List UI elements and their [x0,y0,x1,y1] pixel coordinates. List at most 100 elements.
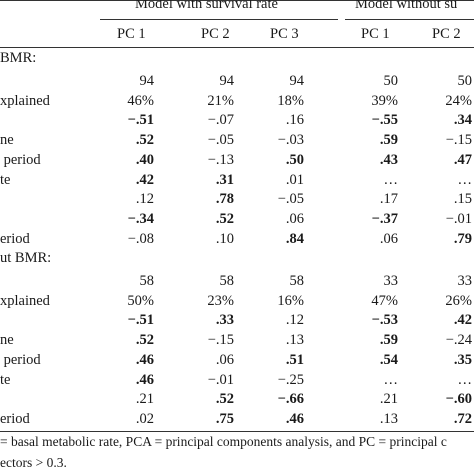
row-label: ne [0,332,14,349]
table-cell: .52 [215,391,234,408]
table-cell: 16% [277,292,304,309]
table-cell: .12 [285,312,304,329]
table-cell: 21% [207,92,234,109]
row-label: xplained [0,292,50,309]
column-header-pc1-b: PC 1 [361,26,390,42]
table-cell: .06 [379,230,398,247]
group-header-with-survival: Model with survival rate [135,0,278,12]
table-cell: −.08 [127,230,154,247]
table-cell: −.13 [207,151,234,168]
group-rule-without-survival [345,19,474,20]
table-cell: −.37 [371,210,398,227]
table-cell: 58 [219,273,235,289]
row-label: te [0,171,11,188]
table-cell: .51 [285,351,304,368]
table-cell: .84 [285,230,304,247]
table-cell: .46 [135,351,154,368]
table-cell: .35 [453,351,472,368]
table-cell: .34 [453,112,472,129]
table-cell: −.07 [207,112,234,129]
table-cell: .42 [453,312,472,329]
table-cell: −.15 [207,332,234,349]
row-label: xplained [0,92,50,109]
table-cell: 47% [371,292,398,309]
table-cell: −.01 [445,210,472,227]
table-cell: .31 [215,171,234,188]
table-cell: .06 [285,210,304,227]
table-cell: −.05 [207,132,234,149]
table-cell: … [383,171,399,188]
table-cell: 50 [457,73,473,89]
table-cell: .50 [285,151,304,168]
table-cell: .47 [453,151,472,168]
table-cell: .46 [135,371,154,388]
table-cell: 23% [207,292,234,309]
table-cell: … [457,171,473,188]
table-cell: .12 [135,191,154,208]
table-cell: .43 [379,151,398,168]
table-cell: .33 [215,312,234,329]
table-cell: −.15 [445,132,472,149]
bottom-rule [0,431,474,432]
table-cell: 46% [127,92,154,109]
top-rule [0,0,474,1]
table-cell: 33 [457,273,473,289]
table-cell: −.03 [277,132,304,149]
row-label: ne [0,132,14,149]
table-cell: .13 [285,332,304,349]
group-rule-with-survival [100,19,338,20]
column-header-pc3-a: PC 3 [270,26,299,42]
table-cell: .79 [453,230,472,247]
table-cell: 94 [139,73,155,89]
table-cell: .52 [135,132,154,149]
table-cell: −.24 [445,332,472,349]
table-cell: 39% [371,92,398,109]
table-cell: 50% [127,292,154,309]
table-cell: −.53 [371,312,398,329]
table-cell: .54 [379,351,398,368]
column-header-pc2-a: PC 2 [201,26,230,42]
table-cell: −.51 [127,112,154,129]
table-cell: 26% [445,292,472,309]
table-cell: .52 [135,332,154,349]
table-cell: 58 [289,273,305,289]
table-cell: .10 [215,230,234,247]
section-title: BMR: [0,50,37,66]
row-label: te [0,371,11,388]
table-cell: .52 [215,210,234,227]
table-cell: −.05 [277,191,304,208]
table-cell: 24% [445,92,472,109]
table-cell: −.55 [371,112,398,129]
table-cell: .78 [215,191,234,208]
table-cell: .42 [135,171,154,188]
table-cell: .59 [379,332,398,349]
table-cell: … [383,371,399,388]
row-label: period [0,351,41,368]
table-cell: .16 [285,112,304,129]
table-cell: .01 [285,171,304,188]
table-cell: 18% [277,92,304,109]
table-cell: −.51 [127,312,154,329]
table-cell: −.66 [277,391,304,408]
table-cell: 58 [139,273,155,289]
section-title: ut BMR: [0,250,52,266]
column-header-pc2-b: PC 2 [432,26,461,42]
table-cell: .13 [379,410,398,427]
table-cell: … [457,371,473,388]
row-label: eriod [0,410,30,427]
table-cell: .15 [453,191,472,208]
table-cell: .59 [379,132,398,149]
column-header-pc1-a: PC 1 [117,26,146,42]
table-cell: 94 [289,73,305,89]
header-rule [0,47,474,48]
table-cell: .72 [453,410,472,427]
table-cell: .40 [135,151,154,168]
table-cell: 33 [383,273,399,289]
table-cell: −.25 [277,371,304,388]
table-cell: 94 [219,73,235,89]
table-cell: .02 [135,410,154,427]
footnote-line-1: = basal metabolic rate, PCA = principal … [0,434,447,449]
table-cell: .17 [379,191,398,208]
footnote-line-2: ectors > 0.3. [0,455,67,470]
table-cell: −.60 [445,391,472,408]
